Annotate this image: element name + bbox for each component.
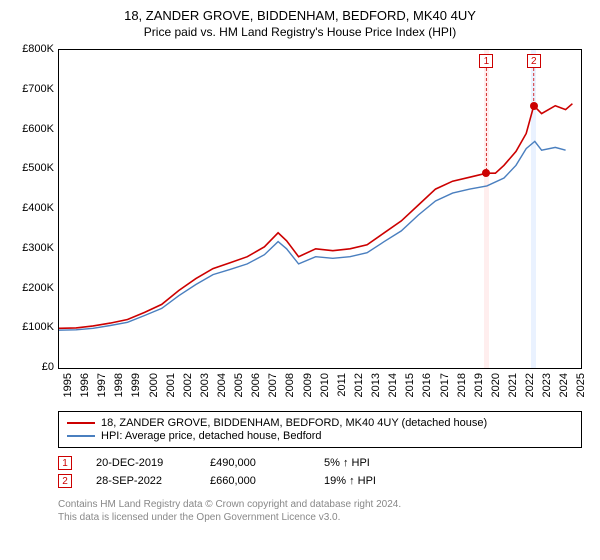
x-axis-label: 2009 — [302, 373, 314, 397]
event-delta: 5% ↑ HPI — [324, 457, 414, 469]
legend-label: 18, ZANDER GROVE, BIDDENHAM, BEDFORD, MK… — [101, 417, 487, 429]
chart-subtitle: Price paid vs. HM Land Registry's House … — [10, 25, 590, 39]
x-axis-label: 2006 — [250, 373, 262, 397]
x-axis-label: 2013 — [370, 373, 382, 397]
series-line — [59, 141, 566, 330]
y-axis-label: £0 — [10, 361, 54, 373]
x-axis-label: 1998 — [113, 373, 125, 397]
x-axis-label: 2022 — [524, 373, 536, 397]
x-axis-label: 2012 — [353, 373, 365, 397]
x-axis-label: 2020 — [490, 373, 502, 397]
legend-swatch — [67, 435, 95, 437]
x-axis-label: 2011 — [336, 373, 348, 397]
footer-line1: Contains HM Land Registry data © Crown c… — [58, 498, 582, 511]
y-axis-label: £800K — [10, 43, 54, 55]
event-marker-small: 2 — [58, 474, 72, 488]
event-price: £660,000 — [210, 475, 300, 487]
event-marker-small: 1 — [58, 456, 72, 470]
x-axis-label: 2025 — [575, 373, 587, 397]
x-axis-label: 2002 — [182, 373, 194, 397]
series-line — [59, 104, 572, 329]
event-price: £490,000 — [210, 457, 300, 469]
x-axis-label: 1996 — [79, 373, 91, 397]
x-axis-label: 2024 — [558, 373, 570, 397]
x-axis-label: 2001 — [165, 373, 177, 397]
x-axis-label: 2017 — [439, 373, 451, 397]
event-date: 28-SEP-2022 — [96, 475, 186, 487]
x-axis-label: 1999 — [130, 373, 142, 397]
y-axis-label: £100K — [10, 321, 54, 333]
x-axis-label: 1997 — [96, 373, 108, 397]
x-axis-label: 2015 — [404, 373, 416, 397]
x-axis-label: 1995 — [62, 373, 74, 397]
y-axis-label: £300K — [10, 242, 54, 254]
x-axis-label: 2018 — [456, 373, 468, 397]
chart-svg — [59, 50, 581, 368]
event-row: 1 20-DEC-2019 £490,000 5% ↑ HPI — [58, 456, 582, 470]
x-axis-label: 2008 — [284, 373, 296, 397]
event-date: 20-DEC-2019 — [96, 457, 186, 469]
x-axis-label: 2021 — [507, 373, 519, 397]
plot: 12 — [58, 49, 582, 369]
chart-area: 12 £0£100K£200K£300K£400K£500K£600K£700K… — [10, 45, 590, 405]
x-axis-label: 2004 — [216, 373, 228, 397]
footer-attribution: Contains HM Land Registry data © Crown c… — [58, 498, 582, 524]
x-axis-label: 2000 — [148, 373, 160, 397]
y-axis-label: £700K — [10, 83, 54, 95]
legend-swatch — [67, 422, 95, 424]
y-axis-label: £500K — [10, 162, 54, 174]
legend-label: HPI: Average price, detached house, Bedf… — [101, 430, 322, 442]
event-row: 2 28-SEP-2022 £660,000 19% ↑ HPI — [58, 474, 582, 488]
x-axis-label: 2003 — [199, 373, 211, 397]
x-axis-label: 2005 — [233, 373, 245, 397]
event-delta: 19% ↑ HPI — [324, 475, 414, 487]
event-dot — [482, 169, 490, 177]
event-marker: 2 — [527, 54, 541, 68]
y-axis-label: £200K — [10, 282, 54, 294]
y-axis-label: £600K — [10, 123, 54, 135]
x-axis-label: 2023 — [541, 373, 553, 397]
x-axis-label: 2010 — [319, 373, 331, 397]
x-axis-label: 2014 — [387, 373, 399, 397]
x-axis-label: 2019 — [473, 373, 485, 397]
event-table: 1 20-DEC-2019 £490,000 5% ↑ HPI 2 28-SEP-2022… — [58, 456, 582, 488]
event-dot — [530, 102, 538, 110]
event-marker: 1 — [479, 54, 493, 68]
x-axis-label: 2016 — [421, 373, 433, 397]
chart-title: 18, ZANDER GROVE, BIDDENHAM, BEDFORD, MK… — [10, 8, 590, 23]
y-axis-label: £400K — [10, 202, 54, 214]
legend-row: HPI: Average price, detached house, Bedf… — [67, 430, 573, 442]
legend: 18, ZANDER GROVE, BIDDENHAM, BEDFORD, MK… — [58, 411, 582, 448]
legend-row: 18, ZANDER GROVE, BIDDENHAM, BEDFORD, MK… — [67, 417, 573, 429]
x-axis-label: 2007 — [267, 373, 279, 397]
footer-line2: This data is licensed under the Open Gov… — [58, 511, 582, 524]
